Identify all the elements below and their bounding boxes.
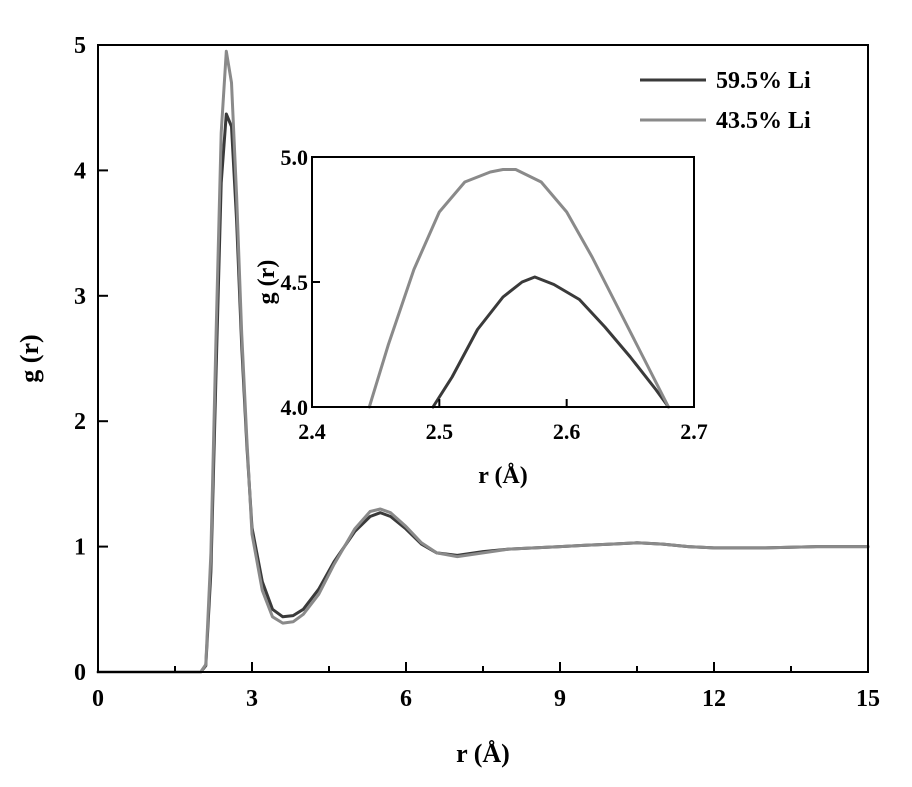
inset-x-tick-label: 2.5 — [426, 419, 454, 444]
inset-x-tick-label: 2.4 — [298, 419, 326, 444]
legend-label-1: 59.5% Li — [716, 68, 811, 94]
x-tick-label: 12 — [702, 686, 726, 712]
y-tick-label: 1 — [74, 535, 86, 561]
y-axis-title: g (r) — [15, 334, 44, 382]
y-tick-label: 2 — [74, 409, 86, 435]
x-tick-label: 3 — [246, 686, 258, 712]
inset-x-tick-label: 2.7 — [680, 419, 708, 444]
y-tick-label: 3 — [74, 284, 86, 310]
inset-plot: 2.4 2.5 2.6 2.7 4.0 4.5 5.0 r (Å) g (r) — [254, 145, 708, 489]
inset-y-tick-label: 4.5 — [281, 270, 309, 295]
x-tick-label: 6 — [400, 686, 412, 712]
inset-y-tick-label: 5.0 — [281, 145, 309, 170]
inset-background — [312, 157, 694, 407]
inset-y-tick-label: 4.0 — [281, 395, 309, 420]
inset-x-axis-title: r (Å) — [478, 463, 528, 489]
inset-x-tick-label: 2.6 — [553, 419, 581, 444]
x-axis-title: r (Å) — [456, 739, 510, 768]
x-tick-label: 15 — [856, 686, 880, 712]
x-tick-label: 0 — [92, 686, 104, 712]
legend: 59.5% Li 43.5% Li — [640, 68, 811, 134]
y-tick-label: 4 — [74, 158, 86, 184]
inset-y-axis-title: g (r) — [254, 260, 280, 305]
x-tick-label: 9 — [554, 686, 566, 712]
y-tick-label: 0 — [74, 660, 86, 686]
y-tick-label: 5 — [74, 33, 86, 59]
legend-label-2: 43.5% Li — [716, 108, 811, 134]
